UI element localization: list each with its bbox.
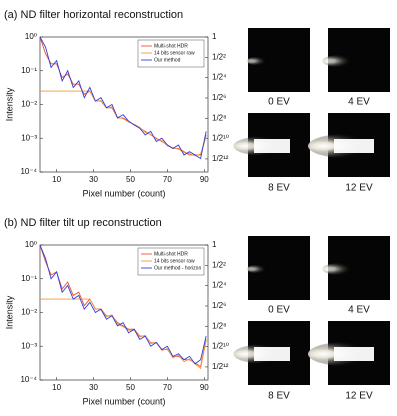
saturated-region xyxy=(254,139,290,153)
legend-box xyxy=(137,39,205,68)
y2-tick-label: 1/2⁴ xyxy=(212,73,227,82)
x-tick-label: 50 xyxy=(126,383,135,392)
y-tick-label: 10⁻¹ xyxy=(21,66,37,75)
y-tick-label: 10⁻⁴ xyxy=(20,375,37,384)
series-line xyxy=(39,244,207,365)
y-tick-label: 10⁰ xyxy=(25,32,37,41)
y2-tick-label: 1/2⁸ xyxy=(212,113,227,122)
series-line xyxy=(39,244,207,368)
chart-title: (a) ND filter horizontal reconstruction xyxy=(4,9,183,21)
x-axis-label: Pixel number (count) xyxy=(82,396,165,406)
exposure-label: 4 EV xyxy=(348,97,370,108)
legend-label: Our method - horizon xyxy=(154,265,201,271)
legend-box xyxy=(137,247,205,276)
exposure-label: 8 EV xyxy=(268,183,290,194)
y2-tick-label: 1/2⁸ xyxy=(212,321,227,330)
y-axis-label: Intensity xyxy=(4,87,14,121)
x-tick-label: 30 xyxy=(89,175,98,184)
exposure-label: 0 EV xyxy=(268,305,290,316)
x-axis-label: Pixel number (count) xyxy=(82,188,165,198)
series-line xyxy=(40,90,207,157)
x-tick-label: 30 xyxy=(89,383,98,392)
legend-label: 14 bits sensor raw xyxy=(154,258,195,264)
exposure-label: 8 EV xyxy=(268,391,290,402)
legend-label: Multi-shot HDR xyxy=(154,43,188,49)
legend-label: Our method xyxy=(154,57,181,63)
saturated-region xyxy=(334,347,374,361)
y2-tick-label: 1/2² xyxy=(212,260,226,269)
y-tick-label: 10⁻² xyxy=(21,100,37,109)
y2-tick-label: 1/2⁶ xyxy=(212,93,226,102)
x-tick-label: 90 xyxy=(200,383,209,392)
saturated-region xyxy=(254,347,290,361)
y2-tick-label: 1/2¹⁰ xyxy=(212,342,229,351)
y-tick-label: 10⁻³ xyxy=(21,341,37,350)
series-line xyxy=(39,36,207,156)
y-tick-label: 10⁻² xyxy=(21,308,37,317)
exposure-label: 12 EV xyxy=(345,183,373,194)
series-line xyxy=(40,298,207,370)
x-tick-label: 70 xyxy=(163,383,172,392)
y-tick-label: 10⁻¹ xyxy=(21,274,37,283)
x-tick-label: 90 xyxy=(200,175,209,184)
exposure-label: 4 EV xyxy=(348,305,370,316)
x-tick-label: 70 xyxy=(163,175,172,184)
y-tick-label: 10⁰ xyxy=(25,240,37,249)
saturated-region xyxy=(334,139,374,153)
chart-title: (b) ND filter tilt up reconstruction xyxy=(4,217,162,229)
x-tick-label: 50 xyxy=(126,175,135,184)
y2-tick-label: 1/2⁴ xyxy=(212,281,227,290)
y2-tick-label: 1 xyxy=(212,240,217,249)
y2-tick-label: 1/2¹⁰ xyxy=(212,134,229,143)
y2-tick-label: 1 xyxy=(212,32,217,41)
exposure-glow xyxy=(322,262,360,276)
y2-tick-label: 1/2² xyxy=(212,52,226,61)
exposure-glow xyxy=(246,264,272,274)
y2-tick-label: 1/2¹² xyxy=(212,362,229,371)
series-line xyxy=(39,36,207,160)
exposure-label: 12 EV xyxy=(345,391,373,402)
y-axis-label: Intensity xyxy=(4,295,14,329)
x-tick-label: 10 xyxy=(52,383,61,392)
legend-label: Multi-shot HDR xyxy=(154,251,188,257)
exposure-label: 0 EV xyxy=(268,97,290,108)
exposure-glow xyxy=(246,56,272,66)
legend-label: 14 bits sensor raw xyxy=(154,50,195,56)
y-tick-label: 10⁻⁴ xyxy=(20,167,37,176)
y-tick-label: 10⁻³ xyxy=(21,133,37,142)
exposure-glow xyxy=(322,54,360,68)
x-tick-label: 10 xyxy=(52,175,61,184)
y2-tick-label: 1/2⁶ xyxy=(212,301,226,310)
y2-tick-label: 1/2¹² xyxy=(212,154,229,163)
